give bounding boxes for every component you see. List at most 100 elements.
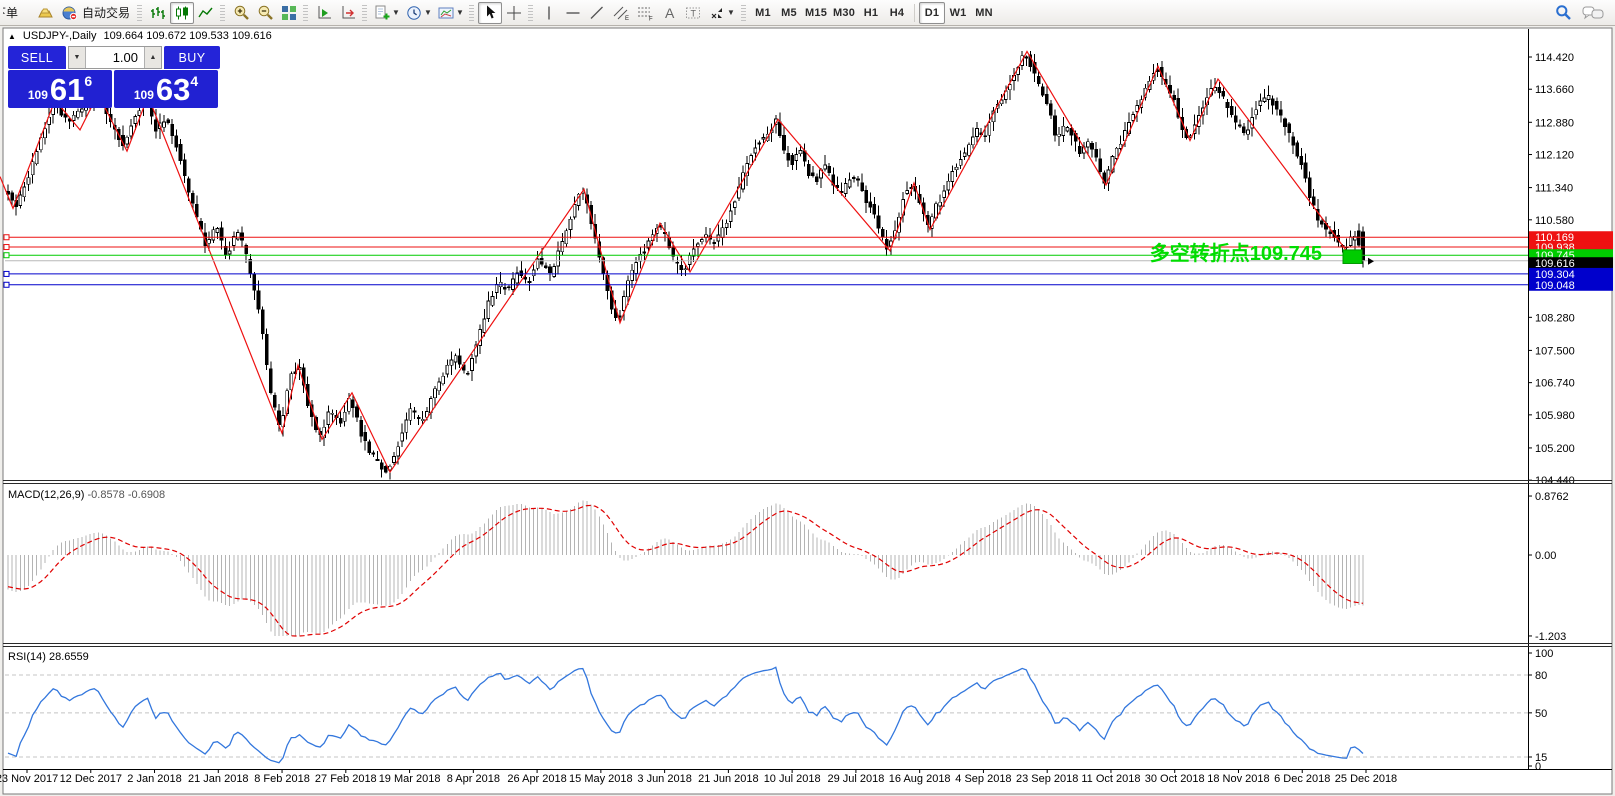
search-icon[interactable] (1555, 4, 1572, 21)
timeframe-H4[interactable]: H4 (884, 2, 910, 24)
equidistant-channel-button[interactable]: E (609, 2, 633, 24)
level-anchor-marker (3, 252, 10, 259)
new-order-button[interactable]: 下单 (3, 5, 19, 20)
svg-text:23 Sep 2018: 23 Sep 2018 (1016, 773, 1078, 785)
svg-text:26 Apr 2018: 26 Apr 2018 (507, 773, 566, 785)
templates-button[interactable]: ▼ (435, 2, 467, 24)
svg-text:25 Dec 2018: 25 Dec 2018 (1335, 773, 1397, 785)
chart-symbol-period: USDJPY-,Daily (22, 30, 97, 42)
svg-text:16 Aug 2018: 16 Aug 2018 (889, 773, 951, 785)
buy-button[interactable]: BUY (164, 46, 220, 69)
svg-text:18 Nov 2018: 18 Nov 2018 (1207, 773, 1269, 785)
timeframe-H1[interactable]: H1 (858, 2, 884, 24)
horizontal-line-button[interactable] (561, 2, 585, 24)
text-label-button[interactable]: T (681, 2, 705, 24)
svg-text:107.500: 107.500 (1535, 345, 1575, 357)
svg-text:15 May 2018: 15 May 2018 (569, 773, 633, 785)
price-axis-ticks: 114.420 113.660 112.880 112.120 111.340 110.5… (1528, 52, 1575, 487)
periods-button[interactable]: ▼ (403, 2, 435, 24)
annotation-text[interactable]: 多空转折点109.745 (1150, 241, 1322, 265)
macd-signal-line (7, 504, 1364, 637)
bar-chart-icon (151, 6, 166, 19)
periods-icon (407, 5, 421, 20)
svg-text:0.00: 0.00 (1535, 550, 1556, 562)
svg-text:109.304: 109.304 (1535, 269, 1575, 281)
chat-icon[interactable] (1582, 5, 1604, 21)
tile-windows-button[interactable] (277, 2, 301, 24)
timeframe-M1[interactable]: M1 (750, 2, 776, 24)
chart-shift-button[interactable] (336, 2, 360, 24)
svg-text:21 Jan 2018: 21 Jan 2018 (188, 773, 249, 785)
templates-icon (438, 7, 454, 18)
svg-text:2 Jan 2018: 2 Jan 2018 (127, 773, 181, 785)
trendline-button[interactable] (585, 2, 609, 24)
indicators-add-icon (375, 5, 390, 19)
rsi-axis-ticks: 100 80 50 150 (1528, 648, 1553, 773)
svg-text:19 Mar 2018: 19 Mar 2018 (379, 773, 441, 785)
buy-price[interactable]: 109 63 4 (114, 70, 218, 108)
chart-window (2, 27, 1613, 795)
svg-text:105.200: 105.200 (1535, 443, 1575, 455)
level-anchor-marker (3, 270, 10, 277)
fibonacci-button[interactable]: F (633, 2, 657, 24)
auto-scroll-button[interactable] (312, 2, 336, 24)
top-toolbar: 下单 自动交易 (0, 0, 1615, 26)
level-anchor-marker (3, 281, 10, 288)
timeframe-W1[interactable]: W1 (945, 2, 971, 24)
cursor-button[interactable] (478, 1, 503, 24)
horizontal-levels[interactable] (3, 234, 1528, 288)
text-icon: A (665, 5, 675, 21)
svg-text:0.8762: 0.8762 (1535, 491, 1569, 503)
timeframe-MN[interactable]: MN (971, 2, 997, 24)
macd-histogram (7, 500, 1364, 636)
svg-text:-1.203: -1.203 (1535, 631, 1566, 643)
timeframe-M5[interactable]: M5 (776, 2, 802, 24)
crosshair-button[interactable] (502, 2, 526, 24)
svg-text:27 Feb 2018: 27 Feb 2018 (315, 773, 377, 785)
rsi-label: RSI(14) 28.6559 (8, 651, 89, 663)
svg-text:4 Sep 2018: 4 Sep 2018 (955, 773, 1011, 785)
crosshair-icon (507, 5, 522, 20)
level-anchor-marker (3, 234, 10, 241)
highlight-box[interactable] (1342, 249, 1363, 264)
gold-button[interactable] (33, 2, 57, 24)
svg-text:100: 100 (1535, 648, 1553, 660)
chart-shift-icon (342, 5, 356, 18)
text-button[interactable]: A (657, 2, 681, 24)
vertical-line-button[interactable] (537, 2, 561, 24)
timeframe-strip: M1 M5 M15 M30 H1 H4 D1 W1 MN (750, 1, 997, 24)
zoom-out-button[interactable] (253, 2, 277, 24)
caret-down-icon: ▼ (727, 7, 735, 17)
svg-text:104.440: 104.440 (1535, 475, 1575, 487)
timeframe-M15[interactable]: M15 (802, 2, 830, 24)
volume-value[interactable]: 1.00 (86, 47, 144, 68)
volume-decrease-button[interactable]: ▼ (69, 47, 86, 68)
rsi-level-lines (5, 674, 1528, 758)
collapse-arrow-icon[interactable]: ▲ (8, 31, 16, 41)
rsi-line (7, 666, 1364, 764)
sell-price[interactable]: 109 61 6 (8, 70, 112, 108)
line-chart-button[interactable] (194, 2, 218, 24)
svg-text:0: 0 (1535, 761, 1541, 773)
zoom-in-button[interactable] (229, 2, 253, 24)
macd-label: MACD(12,26,9) -0.8578 -0.6908 (8, 489, 165, 501)
svg-text:106.740: 106.740 (1535, 378, 1575, 390)
svg-text:6 Dec 2018: 6 Dec 2018 (1274, 773, 1330, 785)
volume-increase-button[interactable]: ▲ (144, 47, 161, 68)
autotrading-button[interactable]: 自动交易 (57, 2, 135, 24)
horizontal-line-icon (566, 11, 580, 14)
svg-text:110.580: 110.580 (1535, 215, 1574, 227)
svg-text:105.980: 105.980 (1535, 410, 1575, 422)
svg-text:111.340: 111.340 (1535, 183, 1573, 195)
svg-text:12 Dec 2017: 12 Dec 2017 (60, 773, 122, 785)
caret-down-icon: ▼ (456, 7, 464, 17)
sell-button[interactable]: SELL (8, 46, 66, 69)
add-indicator-button[interactable]: ▼ (371, 2, 403, 24)
timeframe-M30[interactable]: M30 (830, 2, 858, 24)
candlestick-chart-button[interactable] (170, 1, 195, 24)
timeframe-D1[interactable]: D1 (919, 1, 946, 24)
arrows-button[interactable]: ▼ (705, 2, 739, 24)
svg-text:112.120: 112.120 (1535, 150, 1574, 162)
bar-chart-button[interactable] (146, 2, 170, 24)
